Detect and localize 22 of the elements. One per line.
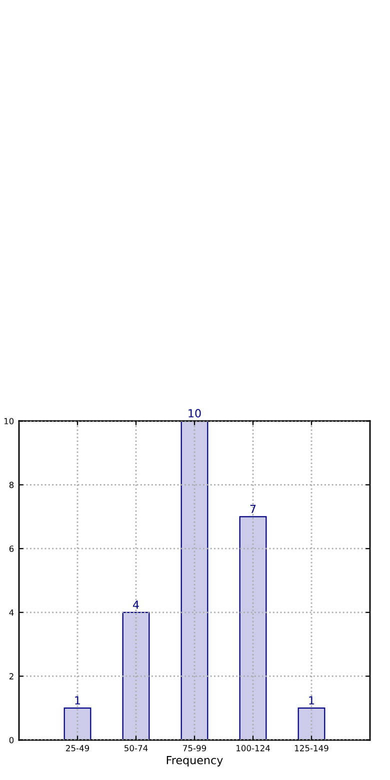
y-tick-label: 2: [9, 673, 14, 680]
x-tick-label: 75-99: [183, 745, 206, 752]
bar: [298, 708, 326, 740]
x-tick-label: 50-74: [124, 745, 148, 752]
bar: [122, 612, 150, 740]
bar: [64, 708, 92, 740]
bar: [180, 421, 208, 740]
data-label: 1: [75, 696, 80, 704]
data-label: 1: [309, 696, 314, 704]
y-tick-label: 10: [4, 418, 14, 424]
x-tick-label: 25-49: [66, 745, 90, 752]
y-tick-label: 0: [9, 736, 14, 744]
data-label: 7: [250, 504, 256, 513]
x-axis-title: Frequency: [166, 756, 223, 766]
data-label: 4: [133, 600, 139, 609]
bar: [239, 516, 267, 740]
x-tick-label: 125-149: [295, 745, 328, 752]
data-label: 10: [188, 409, 201, 418]
y-tick-label: 6: [9, 546, 14, 552]
y-tick-label: 4: [9, 609, 14, 616]
y-tick-label: 8: [9, 482, 14, 488]
x-tick-label: 100-124: [236, 745, 270, 752]
